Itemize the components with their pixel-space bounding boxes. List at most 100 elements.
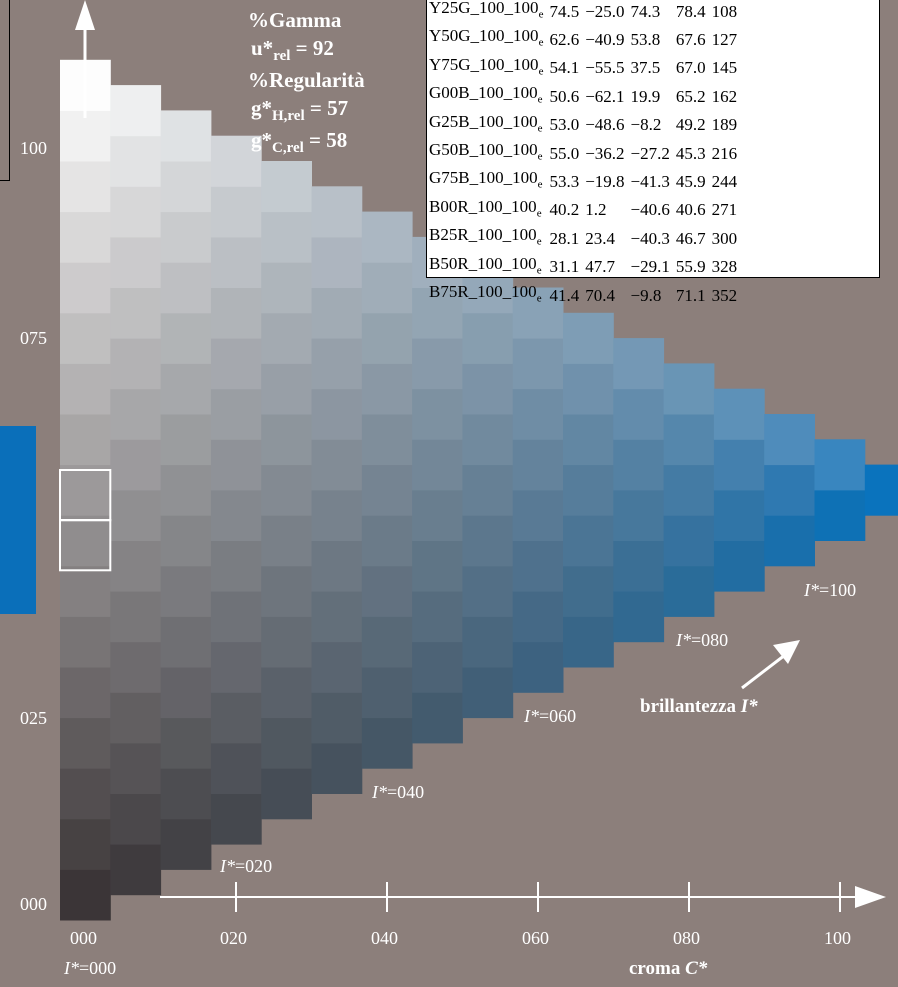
x-tick-020: 020	[220, 928, 247, 948]
table-row: Y25G_100_100e 74.5 −25.0 74.3 78.4 108	[429, 0, 743, 25]
color-patch	[261, 515, 312, 567]
table-cell-name: B25R_100_100e	[429, 225, 542, 248]
color-patch	[110, 489, 162, 541]
grey-patch	[60, 110, 111, 162]
table-cell-b: 37.5	[630, 58, 661, 78]
table-cell-b: −40.3	[630, 228, 670, 248]
color-patch	[110, 591, 162, 643]
iso-label-000: I*=000	[64, 958, 117, 978]
table-cell-L: 31.1	[549, 257, 580, 277]
color-patch	[563, 414, 614, 466]
table-row: G25B_100_100e 53.0 −48.6 −8.2 49.2 189	[429, 111, 743, 139]
color-patch	[160, 768, 212, 820]
highlight-patch-lower	[59, 519, 112, 572]
table-row: Y75G_100_100e 54.1 −55.5 37.5 67.0 145	[429, 54, 743, 82]
color-patch	[512, 489, 564, 541]
title-g-c-rel: g*C,rel = 58	[251, 128, 348, 157]
color-patch	[563, 312, 614, 364]
color-patch	[563, 464, 614, 516]
y-tick-000: 000	[20, 894, 47, 914]
table-cell-b: −41.3	[630, 172, 670, 192]
color-patch	[613, 338, 665, 390]
color-patch	[512, 338, 564, 390]
table-cell-L: 55.0	[549, 143, 580, 163]
color-patch	[210, 338, 262, 390]
table-cell-b: −40.6	[630, 200, 670, 220]
table-cell-a: −36.2	[585, 143, 625, 163]
color-patch	[311, 388, 363, 440]
table-cell-a: −25.0	[585, 1, 625, 21]
color-patch	[160, 565, 212, 617]
table-cell-h: 271	[711, 200, 738, 220]
color-patch	[160, 312, 212, 364]
table-cell-b: −9.8	[630, 285, 662, 305]
color-patch	[412, 489, 463, 541]
color-patch	[563, 565, 614, 617]
table-cell-name: G50B_100_100e	[429, 139, 543, 163]
x-axis-arrowhead	[855, 886, 886, 908]
table-cell-L: 40.2	[549, 200, 580, 220]
table-cell-C: 65.2	[675, 86, 706, 106]
table-cell-name: B00R_100_100e	[429, 196, 542, 220]
color-patch	[563, 363, 614, 415]
table-cell-a: 1.2	[585, 200, 607, 220]
brightness-arrowhead	[773, 640, 800, 664]
color-patch	[261, 667, 312, 719]
color-patch	[210, 186, 262, 238]
color-patch	[210, 236, 262, 288]
color-patch	[160, 110, 212, 162]
table-cell-h: 328	[711, 257, 738, 277]
color-patch	[462, 414, 514, 466]
color-patch	[613, 489, 665, 541]
y-tick-075: 075	[20, 328, 47, 348]
table-cell-C: 46.7	[675, 228, 706, 248]
y-axis-arrowhead	[75, 0, 95, 30]
table-row: B50R_100_100e 31.1 47.7 −29.1 55.9 328	[429, 253, 743, 281]
color-patch	[462, 667, 514, 719]
table-cell-L: 54.1	[549, 58, 580, 78]
x-tick-080: 080	[673, 928, 700, 948]
color-patch	[160, 161, 212, 213]
color-patch	[110, 793, 162, 845]
table-cell-name: G25B_100_100e	[429, 111, 543, 134]
grey-patch	[60, 616, 111, 668]
color-patch	[311, 692, 363, 744]
color-patch	[512, 287, 564, 339]
brightness-title: brillantezza I*	[640, 696, 758, 717]
grey-patch	[60, 262, 111, 314]
table-cell-a: −40.9	[585, 30, 625, 50]
table-cell-a: 47.7	[585, 257, 615, 277]
table-cell-C: 49.2	[675, 115, 706, 135]
table-cell-b: −27.2	[630, 143, 670, 163]
color-patch	[412, 591, 463, 643]
table-cell-h: 216	[711, 143, 738, 163]
color-patch	[412, 287, 463, 339]
color-patch	[160, 464, 212, 516]
iso-label-020: I*=020	[220, 856, 273, 876]
color-patch	[462, 515, 514, 567]
table-cell-h: 300	[711, 228, 738, 248]
x-tick-040: 040	[371, 928, 398, 948]
color-patch	[412, 439, 463, 491]
color-patch	[210, 692, 262, 744]
iso-label-100: I*=100	[804, 580, 857, 600]
table-row: B25R_100_100e 28.1 23.4 −40.3 46.7 300	[429, 224, 743, 252]
color-patch	[361, 515, 413, 567]
color-patch	[311, 540, 363, 592]
color-patch	[462, 363, 514, 415]
color-patch	[210, 287, 262, 339]
iso-label-040: I*=040	[372, 782, 425, 802]
color-patch	[210, 742, 262, 794]
color-patch	[160, 262, 212, 314]
x-axis-title: croma C*	[629, 958, 708, 979]
color-patch	[110, 186, 162, 238]
table-cell-name: Y50G_100_100e	[429, 26, 544, 49]
table-cell-a: 23.4	[585, 228, 615, 248]
color-patch	[210, 489, 262, 541]
brightness-arrow-line	[741, 653, 786, 690]
color-patch	[361, 717, 413, 769]
color-patch	[512, 540, 564, 592]
grey-patch	[60, 717, 111, 769]
color-patch	[663, 565, 715, 617]
